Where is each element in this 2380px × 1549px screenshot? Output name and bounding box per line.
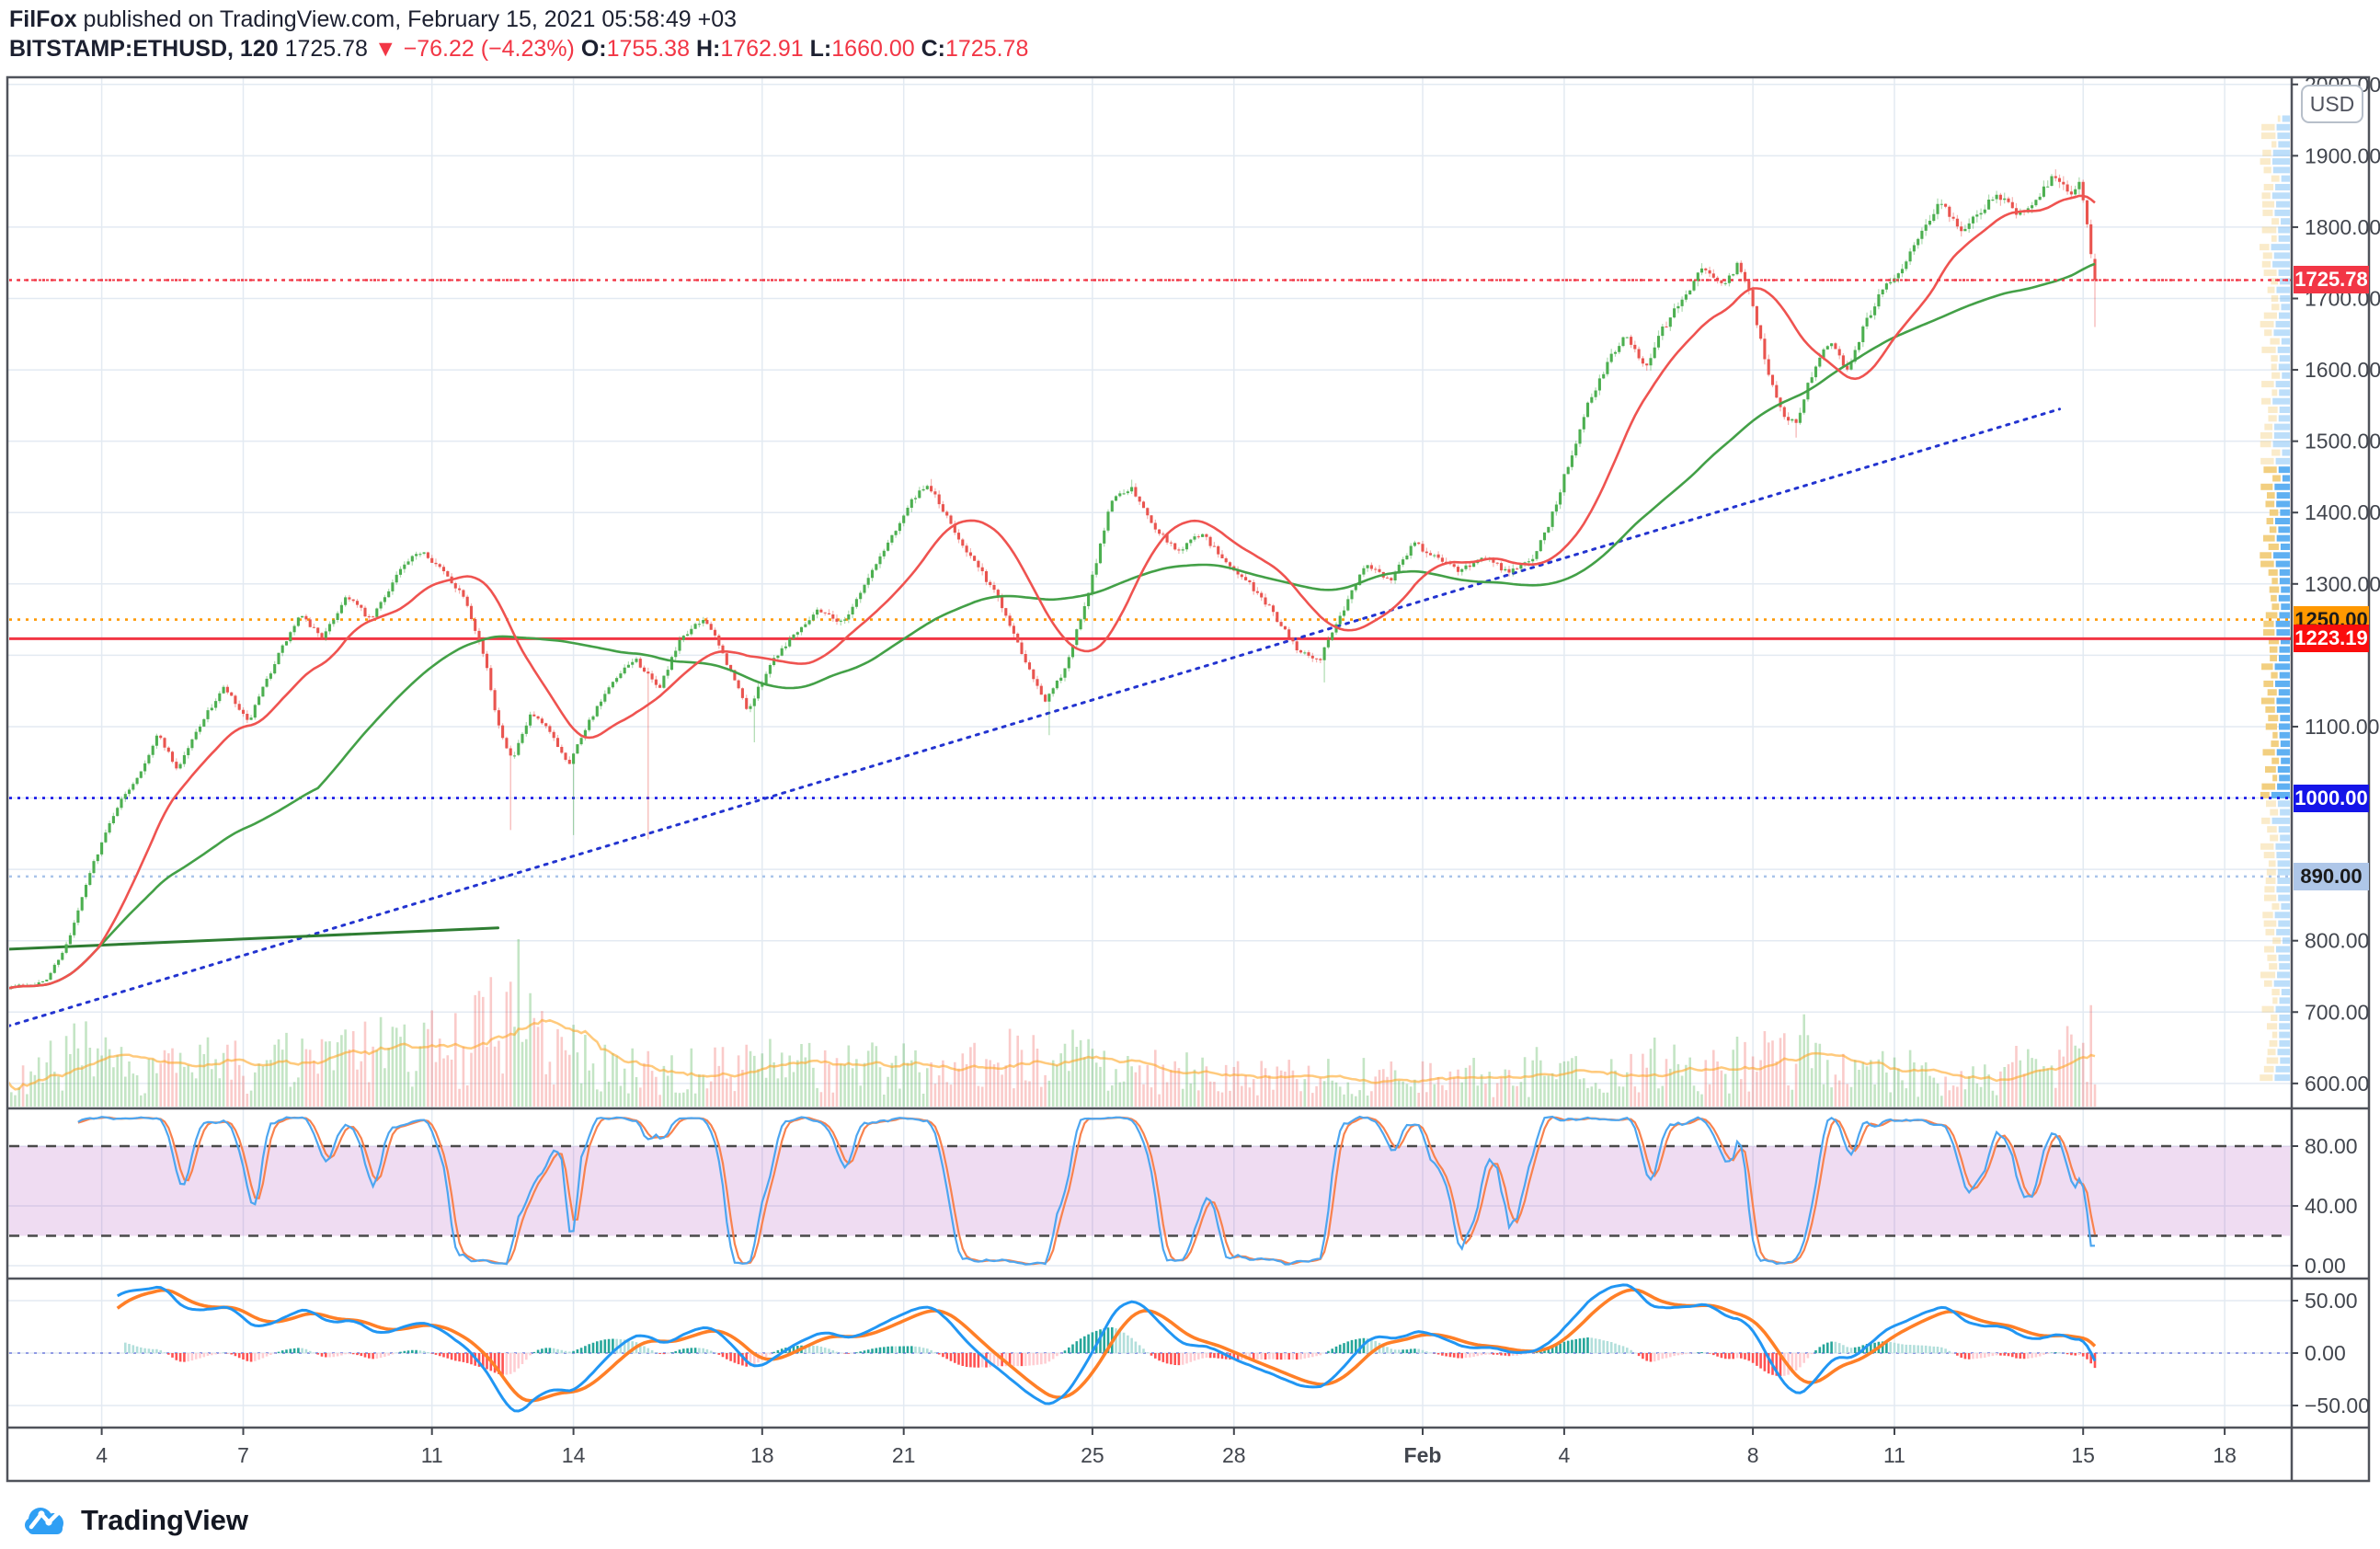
price-axis[interactable]: 2000.001900.001800.001700.001600.001500.…: [2292, 73, 2380, 1417]
svg-text:18: 18: [2213, 1443, 2237, 1467]
svg-text:0.00: 0.00: [2305, 1254, 2346, 1278]
svg-text:1400.00: 1400.00: [2305, 500, 2380, 524]
macd-line: [116, 1283, 2097, 1413]
svg-text:−50.00: −50.00: [2305, 1394, 2370, 1417]
svg-text:40.00: 40.00: [2305, 1194, 2358, 1218]
svg-text:700.00: 700.00: [2305, 1000, 2369, 1024]
author-name: FilFox: [9, 6, 77, 32]
stoch-d-line: [77, 1116, 2097, 1266]
low-label: L:: [809, 36, 832, 62]
macd-histogram-down-grow: [167, 1353, 2097, 1376]
symbol-line: BITSTAMP:ETHUSD, 120 1725.78 ▼ −76.22 (−…: [9, 35, 1028, 63]
svg-text:1800.00: 1800.00: [2305, 215, 2380, 239]
macd-histogram-down-fall: [187, 1353, 2081, 1376]
svg-text:7: 7: [237, 1443, 249, 1467]
change-text: −76.22 (−4.23%): [403, 36, 575, 62]
trendlines[interactable]: [7, 407, 2062, 1027]
svg-text:25: 25: [1081, 1443, 1104, 1467]
symbol-title[interactable]: BITSTAMP:ETHUSD, 120: [9, 36, 279, 62]
price-badge: 1725.78: [2294, 266, 2369, 294]
svg-text:0.00: 0.00: [2305, 1341, 2346, 1365]
time-axis[interactable]: 4 7 11 14 18 21 25 28 Feb 4 8 11 15 18: [96, 1428, 2237, 1467]
price-badge: 890.00: [2294, 862, 2369, 890]
candles: [9, 169, 2097, 991]
svg-text:8: 8: [1747, 1443, 1759, 1467]
price-badge: 1223.19: [2294, 625, 2369, 653]
svg-text:1100.00: 1100.00: [2305, 715, 2379, 739]
low-value: 1660.00: [831, 36, 915, 62]
direction-down-icon: ▼: [373, 36, 397, 62]
svg-text:600.00: 600.00: [2305, 1072, 2369, 1096]
svg-text:1300.00: 1300.00: [2305, 572, 2380, 596]
volume-bars: [9, 939, 2097, 1107]
close-value: 1725.78: [944, 36, 1029, 62]
close-label: C:: [921, 36, 945, 62]
svg-text:1500.00: 1500.00: [2305, 430, 2380, 453]
price-badge: 1000.00: [2294, 784, 2369, 812]
svg-text:15: 15: [2071, 1443, 2095, 1467]
macd-signal-line: [116, 1288, 2097, 1403]
open-label: O:: [580, 36, 607, 62]
brand-name: TradingView: [81, 1504, 249, 1536]
svg-text:80.00: 80.00: [2305, 1134, 2358, 1158]
macd-histogram-up-fall: [124, 1328, 2065, 1353]
macd-pane: [9, 1283, 2290, 1413]
pane-borders: [6, 75, 2371, 1483]
svg-text:1600.00: 1600.00: [2305, 358, 2380, 382]
publish-line: FilFox published on TradingView.com, Feb…: [9, 6, 737, 33]
svg-text:11: 11: [421, 1443, 443, 1467]
volume-ma-line: [9, 1018, 2096, 1091]
last-price: 1725.78: [284, 36, 368, 62]
high-value: 1762.91: [720, 36, 804, 62]
stoch-k-line: [77, 1115, 2096, 1266]
publish-info: published on TradingView.com, February 1…: [76, 6, 738, 32]
slow-ma-green: [9, 262, 2096, 990]
currency-unit-button[interactable]: USD: [2301, 85, 2363, 123]
svg-text:1900.00: 1900.00: [2305, 143, 2380, 167]
svg-text:Feb: Feb: [1404, 1443, 1442, 1467]
svg-text:21: 21: [892, 1443, 916, 1467]
volume-profile: [2260, 115, 2290, 1082]
svg-text:800.00: 800.00: [2305, 929, 2369, 953]
svg-text:11: 11: [1883, 1443, 1905, 1467]
svg-text:14: 14: [562, 1443, 586, 1467]
open-value: 1755.38: [606, 36, 690, 62]
svg-text:4: 4: [96, 1443, 108, 1467]
stochastic-pane: [9, 1115, 2290, 1266]
svg-text:4: 4: [1559, 1443, 1571, 1467]
horizontal-levels[interactable]: [9, 279, 2292, 878]
svg-text:28: 28: [1222, 1443, 1246, 1467]
tradingview-logo-icon: [25, 1508, 63, 1534]
tradingview-footer[interactable]: TradingView: [24, 1499, 248, 1542]
svg-text:18: 18: [750, 1443, 774, 1467]
high-label: H:: [695, 36, 721, 62]
svg-text:50.00: 50.00: [2305, 1289, 2358, 1313]
fast-ma-red: [9, 194, 2096, 990]
